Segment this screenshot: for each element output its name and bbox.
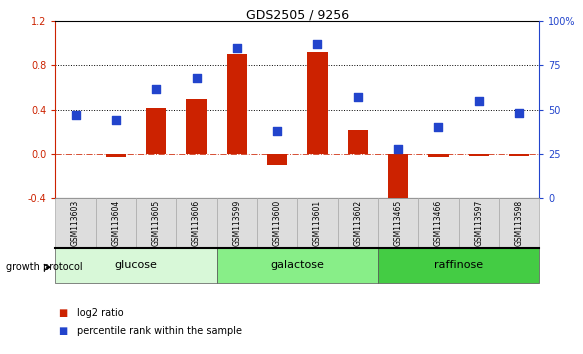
Bar — [307, 52, 328, 154]
Text: galactose: galactose — [271, 261, 324, 270]
Bar — [217, 198, 257, 248]
Point — [353, 95, 363, 100]
Bar — [257, 198, 297, 248]
Bar — [378, 248, 539, 283]
Point — [313, 41, 322, 47]
Bar — [227, 55, 247, 154]
Text: GSM113465: GSM113465 — [394, 200, 403, 246]
Bar — [146, 108, 166, 154]
Point — [192, 75, 201, 81]
Text: GSM113601: GSM113601 — [313, 200, 322, 246]
Bar — [55, 198, 96, 248]
Text: GSM113602: GSM113602 — [353, 200, 362, 246]
Point — [394, 146, 403, 152]
Text: GSM113604: GSM113604 — [111, 200, 120, 246]
Bar — [106, 154, 126, 157]
Text: percentile rank within the sample: percentile rank within the sample — [77, 326, 242, 336]
Bar — [96, 198, 136, 248]
Text: GSM113597: GSM113597 — [475, 200, 483, 246]
Bar — [55, 248, 217, 283]
Bar — [469, 154, 489, 156]
Point — [474, 98, 483, 104]
Text: GSM113599: GSM113599 — [233, 200, 241, 246]
Point — [71, 112, 80, 118]
Bar — [338, 198, 378, 248]
Bar — [217, 248, 378, 283]
Bar — [176, 198, 217, 248]
Text: GSM113605: GSM113605 — [152, 200, 161, 246]
Text: ■: ■ — [58, 308, 68, 318]
Bar — [499, 198, 539, 248]
Bar — [136, 198, 176, 248]
Text: glucose: glucose — [115, 261, 157, 270]
Bar — [509, 154, 529, 156]
Bar — [388, 154, 408, 209]
Text: ■: ■ — [58, 326, 68, 336]
Bar — [347, 130, 368, 154]
Bar — [429, 154, 448, 157]
Point — [272, 128, 282, 134]
Text: GSM113606: GSM113606 — [192, 200, 201, 246]
Text: GSM113603: GSM113603 — [71, 200, 80, 246]
Point — [434, 125, 443, 130]
Title: GDS2505 / 9256: GDS2505 / 9256 — [246, 8, 349, 21]
Bar — [187, 99, 206, 154]
Bar — [418, 198, 459, 248]
Text: growth protocol: growth protocol — [6, 262, 82, 272]
Point — [232, 45, 241, 51]
Point — [152, 86, 161, 91]
Bar — [459, 198, 499, 248]
Point — [111, 118, 121, 123]
Text: log2 ratio: log2 ratio — [77, 308, 124, 318]
Text: raffinose: raffinose — [434, 261, 483, 270]
Bar — [378, 198, 418, 248]
Bar — [267, 154, 287, 165]
Text: GSM113598: GSM113598 — [515, 200, 524, 246]
Point — [514, 110, 524, 116]
Text: GSM113466: GSM113466 — [434, 200, 443, 246]
Bar — [297, 198, 338, 248]
Text: GSM113600: GSM113600 — [273, 200, 282, 246]
